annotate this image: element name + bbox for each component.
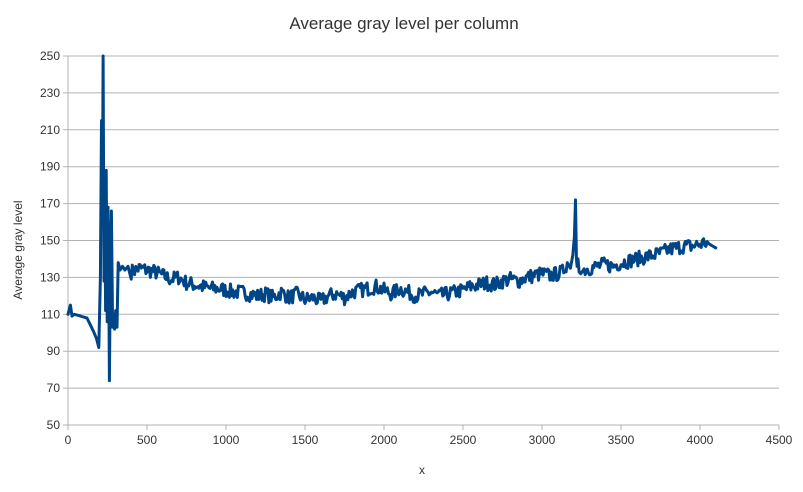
x-tick-label: 1000: [213, 433, 240, 447]
x-tick-label: 3500: [608, 433, 635, 447]
y-tick-label: 250: [40, 49, 60, 63]
x-tick-label: 0: [65, 433, 72, 447]
y-axis-ticks: 50 70 90 110 130 150 170 190 210 230 250: [40, 49, 68, 432]
y-tick-label: 110: [41, 307, 60, 321]
x-tick-label: 2000: [371, 433, 398, 447]
x-tick-label: 3000: [529, 433, 556, 447]
x-tick-label: 4500: [766, 433, 793, 447]
y-tick-label: 230: [40, 86, 60, 100]
y-tick-label: 130: [40, 270, 60, 284]
y-tick-label: 190: [40, 160, 60, 174]
x-tick-label: 500: [137, 433, 157, 447]
x-tick-label: 4000: [687, 433, 714, 447]
x-tick-label: 2500: [450, 433, 477, 447]
gridlines: [68, 55, 779, 426]
x-tick-label: 1500: [292, 433, 319, 447]
y-tick-label: 170: [40, 197, 60, 211]
x-axis-ticks: 0 500 1000 1500 2000 2500 3000 3500 4000 4500: [65, 425, 793, 447]
y-tick-label: 50: [47, 418, 61, 432]
y-tick-label: 70: [47, 381, 61, 395]
y-tick-label: 150: [40, 234, 60, 248]
x-axis-label: x: [419, 463, 425, 477]
y-tick-label: 210: [40, 123, 60, 137]
chart-title: Average gray level per column: [289, 14, 518, 33]
y-axis-label: Average gray level: [11, 200, 25, 299]
y-tick-label: 90: [47, 344, 61, 358]
series-line: [66, 54, 718, 383]
